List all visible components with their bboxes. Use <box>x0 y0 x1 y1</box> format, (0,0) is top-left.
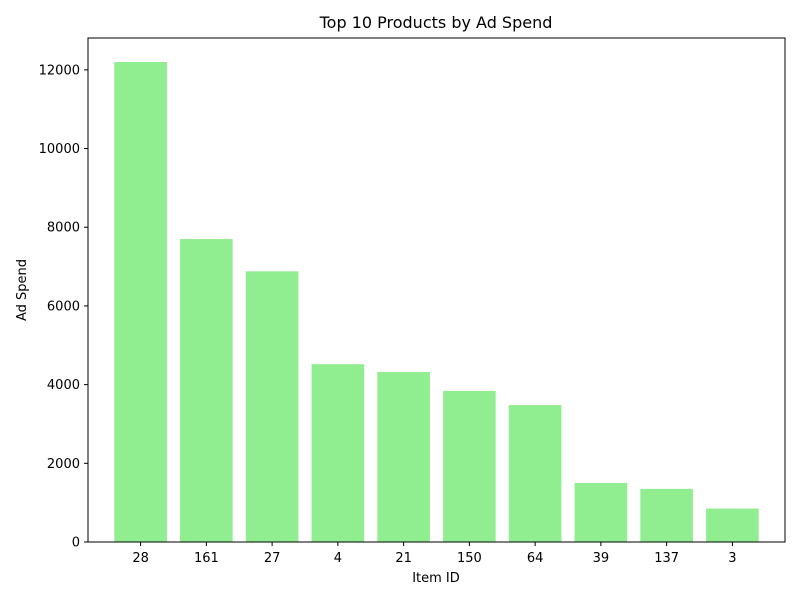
plot-frame <box>87 37 786 543</box>
bar-item-28 <box>114 62 167 542</box>
y-tick-label: 4000 <box>47 378 80 393</box>
bar-item-150 <box>443 390 496 542</box>
y-tick-label: 12000 <box>39 63 80 78</box>
bar-item-27 <box>245 271 299 542</box>
y-axis-ticks: 0 2000 4000 6000 8000 10000 12000 <box>39 63 88 551</box>
bars-layer <box>114 62 759 542</box>
y-tick-label: 2000 <box>47 457 80 472</box>
x-tick-label: 21 <box>395 551 412 566</box>
bar-item-21 <box>377 372 430 542</box>
y-tick-label: 8000 <box>47 221 80 236</box>
y-axis-label: Ad Spend <box>15 259 30 321</box>
x-axis-label: Item ID <box>412 571 460 586</box>
chart-title: Top 10 Products by Ad Spend <box>319 13 553 32</box>
bar-item-4 <box>311 364 365 542</box>
bar-item-3 <box>706 508 759 542</box>
bar-item-137 <box>640 488 693 542</box>
bar-item-39 <box>574 482 628 542</box>
bar-item-64 <box>508 405 562 542</box>
bar-item-161 <box>180 239 233 542</box>
x-tick-label: 64 <box>527 551 544 566</box>
x-tick-label: 150 <box>457 551 482 566</box>
x-tick-label: 27 <box>264 551 281 566</box>
x-tick-label: 4 <box>334 551 342 566</box>
y-tick-label: 0 <box>72 536 80 551</box>
y-tick-label: 6000 <box>47 299 80 314</box>
x-axis-ticks: 28 161 27 4 21 150 64 39 137 3 <box>132 542 737 566</box>
x-tick-label: 28 <box>132 551 149 566</box>
x-tick-label: 39 <box>593 551 610 566</box>
x-tick-label: 3 <box>728 551 736 566</box>
y-tick-label: 10000 <box>39 142 80 157</box>
x-tick-label: 137 <box>654 551 679 566</box>
x-tick-label: 161 <box>194 551 219 566</box>
